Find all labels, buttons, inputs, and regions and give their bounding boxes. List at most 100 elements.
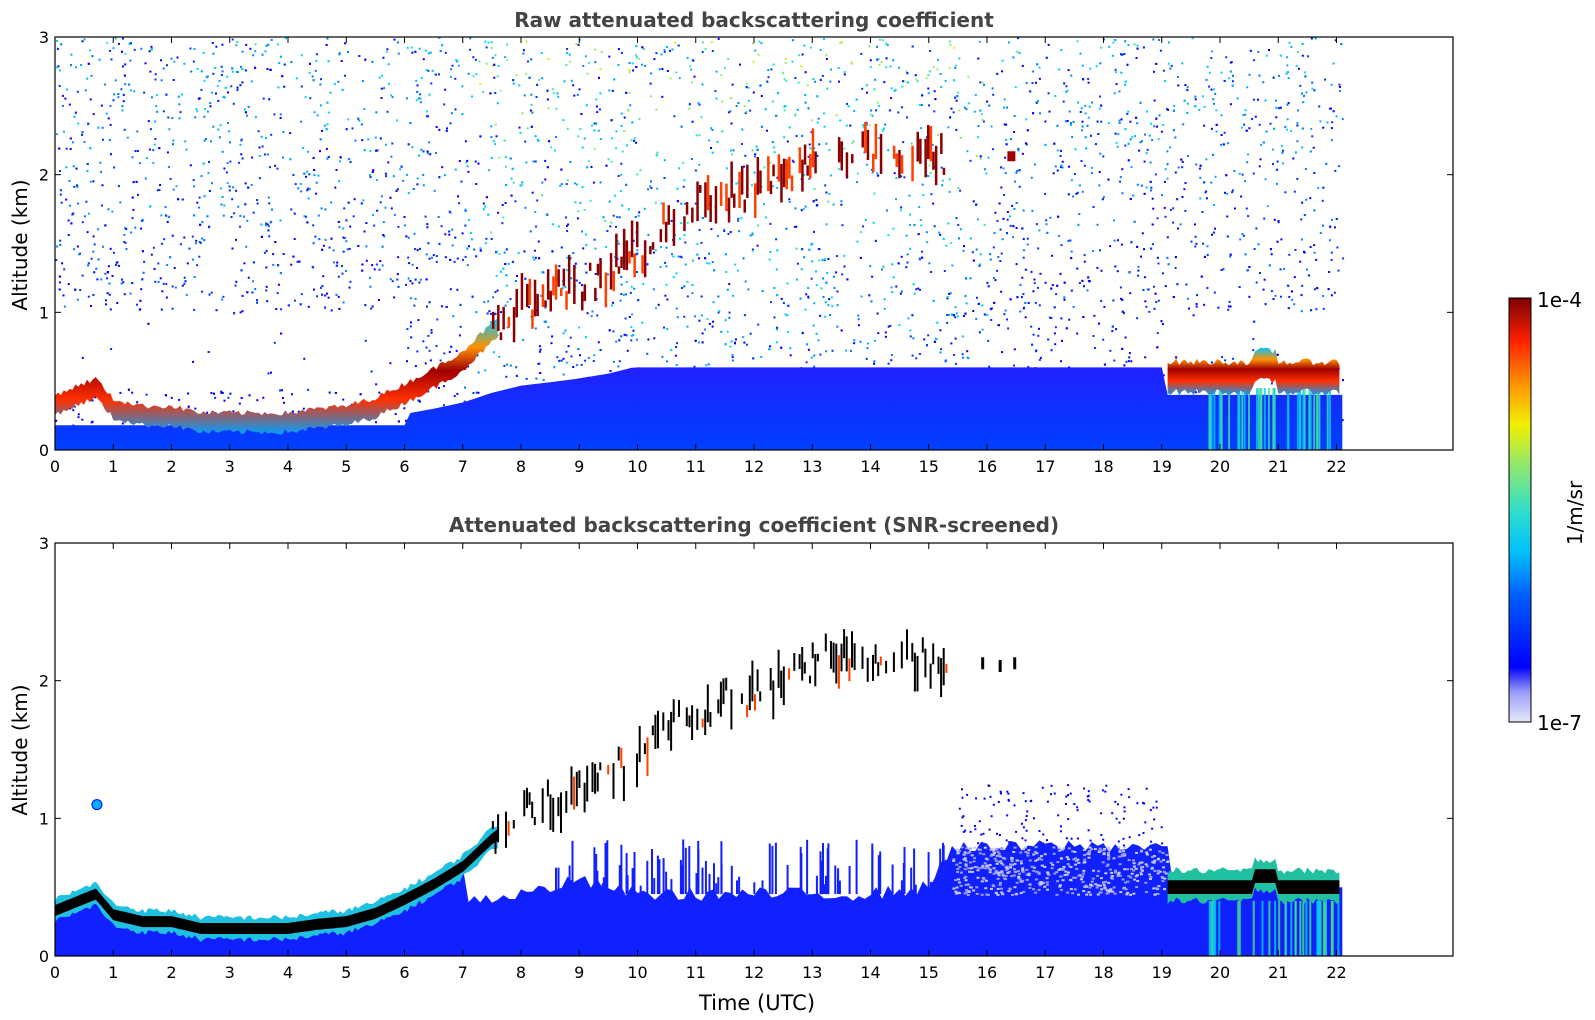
noise-pixel bbox=[438, 73, 440, 76]
noise-pixel bbox=[566, 256, 569, 259]
noise-pixel bbox=[724, 253, 727, 256]
noise-pixel bbox=[1259, 272, 1261, 274]
noise-pixel bbox=[86, 170, 89, 173]
noise-pixel bbox=[584, 336, 587, 339]
noise-pixel bbox=[477, 371, 480, 374]
noise-pixel bbox=[1330, 218, 1333, 221]
noise-pixel bbox=[913, 292, 916, 295]
noise-pixel bbox=[448, 351, 451, 353]
noise-pixel bbox=[1270, 253, 1273, 256]
noise-pixel bbox=[107, 117, 110, 120]
noise-pixel bbox=[822, 277, 825, 280]
noise-pixel bbox=[1203, 124, 1206, 127]
cloud-streak bbox=[596, 263, 600, 276]
noise-pixel bbox=[941, 184, 944, 187]
noise-pixel bbox=[1035, 223, 1038, 226]
noise-pixel bbox=[380, 87, 383, 90]
noise-pixel bbox=[829, 80, 832, 83]
noise-pixel bbox=[910, 142, 913, 145]
noise-pixel bbox=[853, 339, 856, 342]
noise-pixel bbox=[482, 90, 485, 93]
noise-pixel bbox=[464, 208, 467, 211]
noise-pixel bbox=[455, 59, 458, 62]
noise-pixel bbox=[364, 339, 367, 342]
noise-pixel bbox=[954, 337, 957, 340]
cloud-streak bbox=[866, 129, 870, 160]
noise-pixel bbox=[534, 256, 537, 259]
noise-pixel bbox=[311, 265, 314, 268]
noise-pixel bbox=[1279, 106, 1282, 109]
noise-pixel bbox=[1078, 184, 1081, 187]
noise-pixel bbox=[385, 175, 388, 178]
noise-pixel bbox=[114, 79, 117, 82]
noise-pixel bbox=[1044, 192, 1047, 195]
noise-pixel bbox=[226, 162, 229, 165]
noise-pixel bbox=[1317, 187, 1320, 190]
noise-pixel bbox=[226, 182, 229, 185]
noise-pixel bbox=[1210, 57, 1213, 59]
noise-pixel bbox=[1173, 104, 1176, 107]
cloud-streak bbox=[520, 273, 524, 310]
noise-pixel bbox=[813, 147, 816, 150]
noise-pixel bbox=[1158, 114, 1161, 117]
signal-streak bbox=[1220, 388, 1223, 450]
noise-pixel bbox=[506, 326, 509, 329]
noise-pixel bbox=[1186, 89, 1189, 92]
noise-pixel bbox=[464, 255, 467, 258]
noise-pixel bbox=[1311, 135, 1314, 138]
noise-pixel bbox=[1008, 41, 1010, 44]
noise-pixel bbox=[1167, 263, 1170, 266]
noise-pixel bbox=[739, 63, 741, 66]
noise-pixel bbox=[540, 294, 542, 297]
noise-pixel bbox=[877, 332, 880, 335]
noise-pixel bbox=[1103, 363, 1106, 366]
noise-pixel bbox=[426, 152, 429, 155]
noise-pixel bbox=[419, 93, 422, 96]
noise-pixel bbox=[617, 175, 620, 177]
noise-pixel bbox=[1241, 173, 1244, 176]
noise-pixel bbox=[459, 303, 462, 306]
noise-pixel bbox=[1313, 251, 1316, 254]
noise-pixel bbox=[737, 269, 739, 272]
noise-pixel bbox=[497, 65, 500, 67]
noise-pixel bbox=[876, 45, 878, 48]
noise-pixel bbox=[186, 262, 189, 265]
noise-pixel bbox=[803, 174, 806, 176]
noise-pixel bbox=[840, 329, 843, 332]
noise-pixel bbox=[921, 256, 924, 259]
noise-pixel bbox=[443, 352, 446, 355]
noise-pixel bbox=[620, 162, 623, 165]
noise-pixel bbox=[391, 142, 394, 145]
noise-pixel bbox=[946, 296, 949, 298]
noise-pixel bbox=[1248, 266, 1251, 268]
noise-pixel bbox=[974, 93, 977, 96]
noise-pixel bbox=[327, 296, 330, 299]
noise-pixel bbox=[55, 419, 58, 422]
noise-pixel bbox=[1046, 231, 1049, 234]
noise-pixel bbox=[1083, 164, 1086, 167]
noise-pixel bbox=[282, 253, 285, 255]
noise-pixel bbox=[810, 277, 813, 280]
noise-pixel bbox=[1247, 153, 1249, 156]
noise-pixel bbox=[501, 222, 504, 225]
noise-pixel bbox=[1087, 77, 1090, 80]
noise-pixel bbox=[761, 290, 764, 293]
noise-pixel bbox=[829, 314, 832, 316]
noise-pixel bbox=[961, 353, 964, 356]
noise-pixel bbox=[1038, 66, 1041, 69]
noise-pixel bbox=[789, 347, 792, 350]
noise-pixel bbox=[655, 154, 658, 157]
noise-pixel bbox=[226, 75, 229, 78]
noise-pixel bbox=[290, 61, 293, 63]
noise-pixel bbox=[69, 137, 72, 140]
noise-pixel bbox=[496, 289, 499, 292]
noise-pixel bbox=[1284, 191, 1287, 194]
noise-pixel bbox=[837, 67, 840, 69]
noise-pixel bbox=[372, 169, 375, 172]
noise-pixel bbox=[115, 263, 117, 266]
noise-pixel bbox=[280, 308, 283, 311]
noise-pixel bbox=[117, 93, 120, 95]
noise-pixel bbox=[717, 37, 720, 40]
noise-pixel bbox=[909, 247, 911, 250]
cloud-streak bbox=[659, 229, 663, 243]
